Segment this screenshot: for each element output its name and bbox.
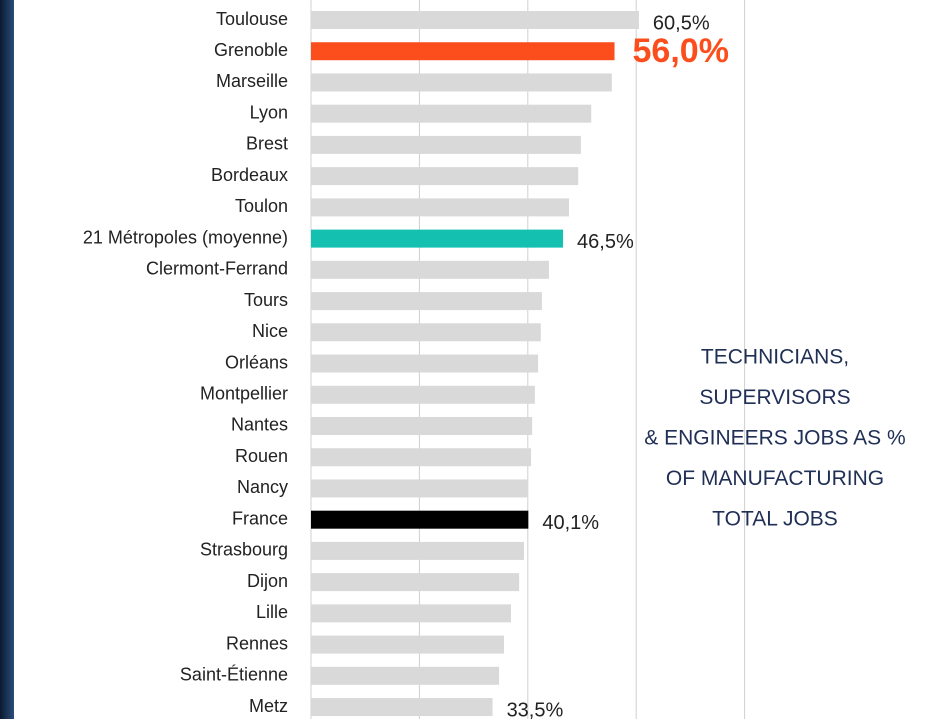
- y-tick-label: Grenoble: [214, 40, 288, 60]
- y-tick-label: France: [232, 508, 288, 528]
- bar: [311, 167, 579, 186]
- y-tick-label: Nantes: [231, 415, 288, 435]
- y-tick-label: Lille: [256, 602, 288, 622]
- y-tick-label: Metz: [249, 696, 288, 716]
- value-label: 46,5%: [577, 231, 634, 253]
- bar: [311, 104, 592, 123]
- annotation: TECHNICIANS,: [701, 346, 849, 369]
- value-label: 60,5%: [653, 12, 710, 34]
- bar: [311, 11, 639, 29]
- y-tick-label: Saint-Étienne: [180, 665, 288, 685]
- bar: [311, 510, 529, 529]
- annotation: OF MANUFACTURING: [666, 467, 884, 490]
- bar: [311, 354, 539, 373]
- bar: [311, 541, 525, 560]
- bar: [311, 448, 532, 467]
- y-tick-label: Montpellier: [200, 384, 288, 404]
- bar: [311, 635, 504, 654]
- y-tick-label: 21 Métropoles (moyenne): [83, 227, 288, 247]
- bar: [311, 573, 520, 592]
- y-tick-label: Bordeaux: [211, 165, 288, 185]
- y-tick-label: Dijon: [247, 571, 288, 591]
- y-tick-label: Nice: [252, 321, 288, 341]
- value-label: 40,1%: [542, 512, 599, 534]
- y-tick-label: Nancy: [237, 477, 288, 497]
- y-tick-label: Toulon: [235, 196, 288, 216]
- bar: [311, 292, 542, 311]
- y-tick-label: Orléans: [225, 352, 288, 372]
- bar: [311, 385, 535, 404]
- annotation: & ENGINEERS JOBS AS %: [644, 427, 905, 450]
- y-tick-label: Marseille: [216, 71, 288, 91]
- bar: [311, 416, 533, 435]
- bar: [311, 698, 493, 717]
- annotation: SUPERVISORS: [699, 386, 850, 409]
- y-tick-label: Lyon: [250, 102, 288, 122]
- bar: [311, 229, 564, 248]
- bar: [311, 323, 541, 342]
- bar: [311, 198, 569, 217]
- y-tick-label: Brest: [246, 134, 288, 154]
- y-tick-label: Toulouse: [216, 9, 288, 29]
- value-label: 56,0%: [633, 32, 729, 70]
- y-tick-label: Tours: [244, 290, 288, 310]
- y-tick-label: Rennes: [226, 633, 288, 653]
- value-label: 33,5%: [507, 699, 564, 719]
- y-tick-label: Rouen: [235, 446, 288, 466]
- background-edge: [0, 0, 14, 719]
- annotation: TOTAL JOBS: [712, 508, 838, 531]
- bar: [311, 604, 511, 623]
- bar: [311, 479, 528, 498]
- bar: [311, 666, 500, 685]
- bar: [311, 42, 615, 61]
- bar: [311, 73, 612, 92]
- y-tick-label: Strasbourg: [200, 540, 288, 560]
- bar: [311, 260, 549, 279]
- bar: [311, 135, 581, 154]
- y-tick-label: Clermont-Ferrand: [146, 259, 288, 279]
